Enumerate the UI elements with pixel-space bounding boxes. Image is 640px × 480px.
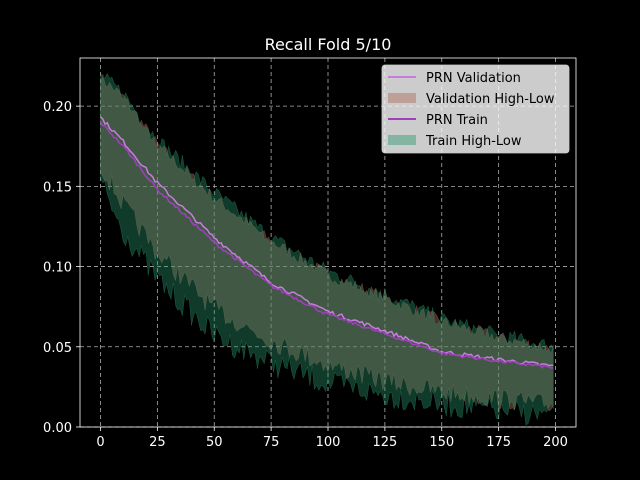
legend-box	[381, 64, 570, 154]
axis-ticks: 0 25 50 75 100 125 150 175 200 0.00 0.05 0.10 0.15 0.…	[43, 100, 568, 450]
train-high-low-band	[100, 72, 554, 426]
x-tick-label: 125	[372, 435, 397, 450]
prn-validation-line	[99, 116, 554, 367]
x-tick-label: 175	[486, 435, 511, 450]
y-tick-label: 0.05	[43, 341, 72, 356]
x-tick-label: 75	[263, 435, 280, 450]
y-tick-label: 0.00	[43, 421, 72, 436]
y-tick-label: 0.15	[43, 180, 72, 195]
train-high-low-legend-label: Train High-Low	[425, 134, 522, 149]
x-tick-label: 150	[429, 435, 454, 450]
x-tick-label: 0	[96, 435, 104, 450]
y-tick-label: 0.10	[43, 261, 72, 276]
prn-train-line	[99, 121, 554, 369]
y-tick-label: 0.20	[43, 100, 72, 115]
x-tick-label: 50	[206, 435, 223, 450]
validation-high-low-legend-label: Validation High-Low	[426, 92, 555, 107]
legend: PRN Validation Validation High-Low PRN Tra…	[381, 64, 570, 154]
train-high-low-legend-swatch	[388, 135, 416, 145]
x-tick-label: 25	[149, 435, 166, 450]
x-tick-label: 100	[316, 435, 341, 450]
chart-title: Recall Fold 5/10	[265, 35, 392, 54]
validation-high-low-legend-swatch	[388, 93, 416, 103]
prn-train-legend-label: PRN Train	[426, 113, 488, 128]
plot-area	[99, 72, 554, 426]
x-tick-label: 200	[543, 435, 568, 450]
prn-validation-legend-label: PRN Validation	[426, 71, 521, 86]
